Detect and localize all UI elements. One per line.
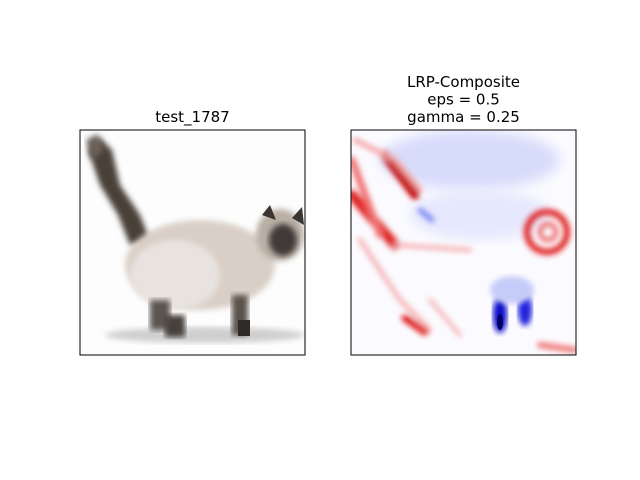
panel-title: eps = 0.5	[427, 91, 500, 109]
cat-image	[80, 130, 305, 355]
panel-title: test_1787	[155, 108, 229, 127]
axes-frame	[350, 129, 577, 356]
heatmap-image	[351, 130, 576, 355]
panel-title: LRP-Composite	[407, 73, 520, 91]
axes-frame	[79, 129, 306, 356]
panel-title: gamma = 0.25	[407, 108, 520, 126]
